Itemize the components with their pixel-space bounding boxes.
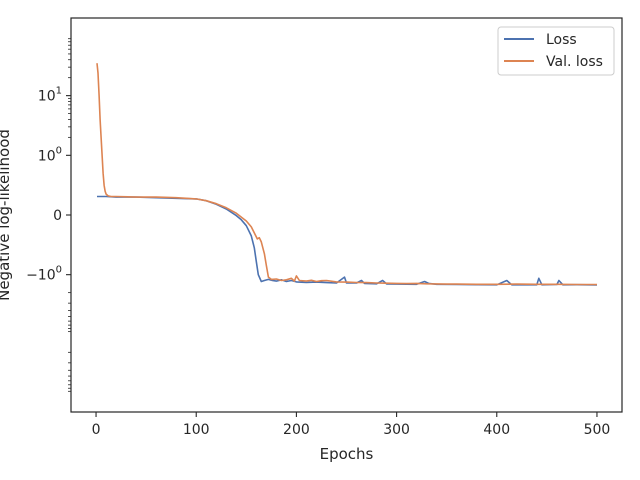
y-axis-label: Negative log-likelihood	[0, 129, 13, 301]
x-axis-label: Epochs	[320, 445, 374, 463]
x-axis-ticks: 0 100 200 300 400 500	[92, 412, 611, 438]
series-line-1	[96, 63, 597, 286]
x-tick-label: 100	[183, 422, 210, 438]
x-tick-label: 200	[283, 422, 310, 438]
x-tick-label: 0	[92, 422, 101, 438]
axes-frame	[70, 17, 623, 413]
y-tick-exponent: 1	[56, 86, 62, 97]
y-tick-base: −10	[26, 268, 56, 284]
y-tick-base: 10	[38, 148, 56, 164]
y-tick-label: 0	[53, 208, 62, 224]
legend: Loss Val. loss	[497, 26, 615, 76]
series-layer	[96, 63, 598, 286]
y-tick-exponent: 0	[56, 145, 62, 156]
y-tick-label: 101	[38, 86, 62, 105]
x-tick-label: 400	[483, 422, 510, 438]
y-tick-base: 0	[53, 208, 62, 224]
y-tick-label: 100	[38, 145, 62, 164]
x-tick-label: 500	[584, 422, 611, 438]
legend-label: Loss	[546, 32, 577, 48]
series-line-0	[97, 195, 598, 286]
legend-label: Val. loss	[546, 54, 603, 70]
y-tick-label: −100	[26, 265, 62, 284]
y-tick-base: 10	[38, 89, 56, 105]
y-tick-exponent: 0	[56, 265, 62, 276]
x-tick-label: 300	[383, 422, 410, 438]
